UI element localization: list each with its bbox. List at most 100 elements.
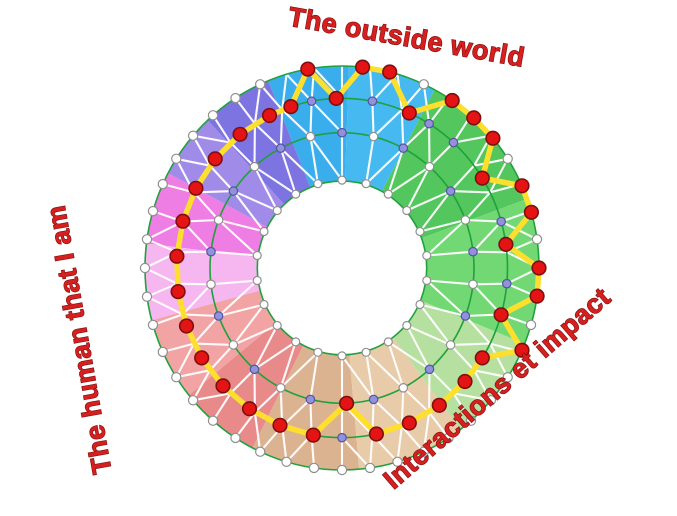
- red-node: [445, 94, 459, 108]
- purple-node: [425, 365, 433, 373]
- white-node: [260, 301, 268, 309]
- white-node: [362, 180, 370, 188]
- red-node: [180, 319, 194, 333]
- mesh-line: [372, 101, 373, 136]
- white-node: [231, 94, 240, 103]
- red-node: [170, 249, 184, 263]
- white-node: [503, 154, 512, 163]
- mesh-line: [194, 344, 234, 345]
- white-node: [419, 80, 428, 89]
- red-node: [189, 182, 203, 196]
- red-node: [195, 351, 209, 365]
- white-node: [189, 396, 198, 405]
- purple-node: [214, 312, 222, 320]
- white-node: [292, 338, 300, 346]
- red-node: [216, 379, 230, 393]
- red-node: [532, 261, 546, 275]
- red-node: [403, 416, 417, 430]
- white-node: [256, 80, 265, 89]
- red-node: [530, 289, 544, 303]
- purple-node: [250, 365, 258, 373]
- white-node: [306, 132, 314, 140]
- white-node: [140, 263, 149, 272]
- label-human-that-i-am: The human that I am: [41, 203, 118, 476]
- red-node: [383, 65, 397, 79]
- red-node: [403, 106, 417, 120]
- white-node: [189, 131, 198, 140]
- purple-node: [277, 144, 285, 152]
- red-node: [273, 419, 287, 433]
- white-node: [207, 280, 215, 288]
- white-node: [526, 320, 535, 329]
- white-node: [253, 252, 261, 260]
- purple-node: [503, 280, 511, 288]
- mesh-line: [310, 101, 311, 136]
- white-node: [337, 465, 346, 474]
- purple-node: [449, 138, 457, 146]
- white-node: [423, 252, 431, 260]
- red-node: [476, 171, 490, 185]
- purple-node: [446, 187, 454, 195]
- white-node: [416, 228, 424, 236]
- white-node: [403, 207, 411, 215]
- white-node: [208, 111, 217, 120]
- white-node: [229, 341, 237, 349]
- red-node: [467, 111, 481, 125]
- red-node: [476, 351, 490, 365]
- white-node: [231, 433, 240, 442]
- white-node: [292, 190, 300, 198]
- white-node: [384, 190, 392, 198]
- red-node: [525, 206, 539, 220]
- white-node: [253, 277, 261, 285]
- white-node: [172, 154, 181, 163]
- white-node: [338, 176, 346, 184]
- purple-node: [399, 144, 407, 152]
- red-node: [176, 214, 190, 228]
- white-node: [338, 352, 346, 360]
- red-node: [243, 402, 257, 416]
- purple-node: [338, 434, 346, 442]
- red-node: [340, 397, 354, 411]
- white-node: [158, 180, 167, 189]
- red-node: [370, 427, 384, 441]
- red-node: [499, 238, 513, 252]
- purple-node: [497, 217, 505, 225]
- white-node: [369, 132, 377, 140]
- ring-line: [257, 181, 426, 355]
- white-node: [273, 322, 281, 330]
- purple-node: [461, 312, 469, 320]
- white-node: [158, 347, 167, 356]
- white-node: [416, 301, 424, 309]
- white-node: [172, 373, 181, 382]
- red-node: [458, 375, 472, 389]
- mesh-line: [281, 110, 283, 148]
- white-node: [384, 338, 392, 346]
- mesh-line: [451, 191, 491, 192]
- purple-node: [369, 395, 377, 403]
- purple-node: [469, 248, 477, 256]
- white-node: [469, 280, 477, 288]
- white-node: [461, 216, 469, 224]
- white-node: [250, 163, 258, 171]
- white-node: [273, 207, 281, 215]
- red-node: [433, 399, 447, 413]
- white-node: [423, 277, 431, 285]
- white-node: [403, 322, 411, 330]
- red-node: [515, 179, 529, 193]
- white-node: [148, 320, 157, 329]
- mesh-line: [473, 252, 507, 253]
- red-node: [307, 428, 321, 442]
- red-node: [356, 60, 370, 74]
- red-node: [171, 285, 185, 299]
- white-node: [260, 228, 268, 236]
- red-node: [329, 92, 343, 106]
- white-node: [148, 207, 157, 216]
- white-node: [282, 457, 291, 466]
- purple-node: [306, 395, 314, 403]
- white-node: [314, 348, 322, 356]
- white-node: [256, 447, 265, 456]
- white-node: [277, 384, 285, 392]
- white-node: [446, 341, 454, 349]
